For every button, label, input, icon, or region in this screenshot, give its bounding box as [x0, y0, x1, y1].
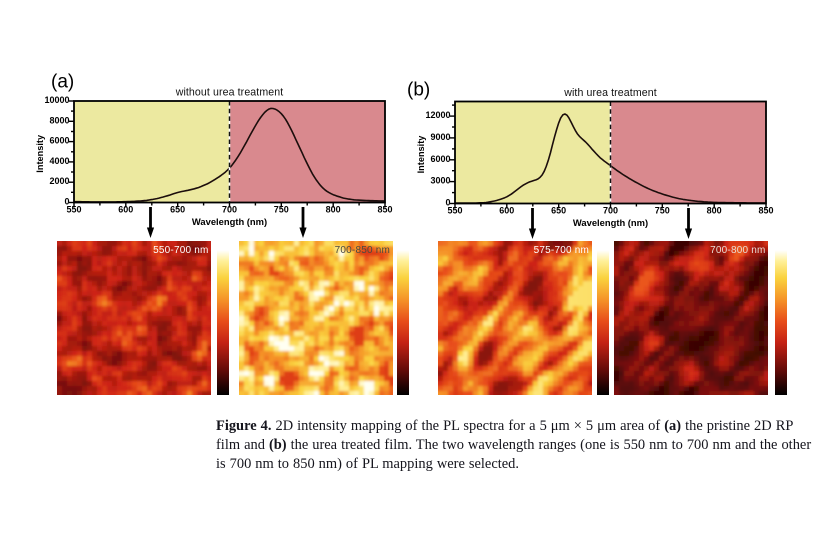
svg-text:800: 800	[707, 206, 722, 216]
svg-text:Intensity: Intensity	[35, 134, 45, 173]
svg-text:(a): (a)	[51, 72, 74, 93]
svg-text:9000: 9000	[430, 132, 450, 142]
svg-text:without urea treatment: without urea treatment	[175, 87, 284, 99]
svg-text:6000: 6000	[49, 136, 69, 146]
svg-text:700: 700	[222, 205, 237, 215]
svg-text:600: 600	[118, 205, 133, 215]
svg-text:(b): (b)	[407, 80, 430, 101]
svg-text:750: 750	[655, 206, 670, 216]
svg-text:700: 700	[603, 206, 618, 216]
svg-text:0: 0	[445, 198, 450, 208]
svg-text:650: 650	[170, 205, 185, 215]
svg-text:750: 750	[274, 205, 289, 215]
svg-text:6000: 6000	[430, 154, 450, 164]
svg-text:550: 550	[447, 206, 462, 216]
svg-text:800: 800	[326, 205, 341, 215]
svg-text:Wavelength (nm): Wavelength (nm)	[192, 216, 267, 227]
svg-text:12000: 12000	[425, 110, 450, 120]
svg-text:0: 0	[64, 197, 69, 207]
svg-text:850: 850	[758, 206, 773, 216]
svg-text:850: 850	[377, 205, 392, 215]
svg-text:2000: 2000	[49, 176, 69, 186]
svg-text:550: 550	[66, 205, 81, 215]
svg-text:600: 600	[499, 206, 514, 216]
svg-text:650: 650	[551, 206, 566, 216]
svg-text:Intensity: Intensity	[416, 135, 426, 174]
svg-text:Wavelength (nm): Wavelength (nm)	[573, 217, 648, 228]
svg-text:3000: 3000	[430, 176, 450, 186]
svg-text:with urea treatment: with urea treatment	[563, 87, 657, 99]
svg-text:10000: 10000	[44, 95, 69, 105]
svg-text:8000: 8000	[49, 115, 69, 125]
svg-text:4000: 4000	[49, 156, 69, 166]
